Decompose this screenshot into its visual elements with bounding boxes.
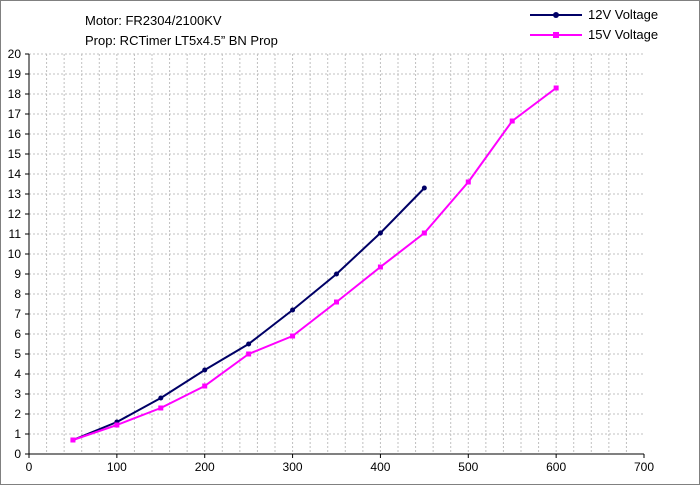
data-point [421, 230, 427, 236]
y-tick-label: 4 [14, 367, 21, 381]
x-tick-label: 400 [370, 460, 390, 474]
data-point [290, 307, 296, 313]
y-tick-label: 0 [14, 447, 21, 461]
series-points [70, 85, 559, 443]
x-tick-label: 600 [546, 460, 566, 474]
y-tick-label: 14 [8, 167, 22, 181]
series-line-1 [72, 87, 557, 441]
y-tick-label: 8 [14, 287, 21, 301]
x-tick-label: 100 [107, 460, 127, 474]
y-tick-label: 20 [8, 47, 22, 61]
legend-label-12v: 12V Voltage [588, 7, 658, 22]
y-tick-label: 18 [8, 87, 22, 101]
data-point [377, 230, 383, 236]
y-tick-label: 6 [14, 327, 21, 341]
motor-annotation: Motor: FR2304/2100KV [85, 13, 222, 28]
data-point [334, 271, 339, 277]
y-tick-label: 3 [14, 387, 21, 401]
data-point [158, 395, 164, 401]
y-tick-label: 12 [8, 207, 22, 221]
data-point [202, 383, 208, 389]
data-point [70, 437, 76, 443]
y-tick-label: 13 [8, 187, 22, 201]
data-point [421, 185, 427, 191]
data-point [202, 367, 208, 373]
y-tick-label: 7 [14, 307, 21, 321]
data-point [246, 341, 252, 347]
data-point [114, 422, 120, 428]
data-point [509, 118, 515, 124]
y-tick-label: 1 [14, 427, 21, 441]
prop-annotation: Prop: RCTimer LT5x4.5” BN Prop [85, 33, 278, 48]
x-tick-label: 0 [26, 460, 33, 474]
data-point [158, 405, 164, 411]
y-tick-label: 5 [14, 347, 21, 361]
axes [25, 53, 645, 458]
data-point [553, 85, 559, 91]
legend: 12V Voltage 15V Voltage [530, 7, 658, 42]
y-tick-label: 2 [14, 407, 21, 421]
legend-marker-12v [553, 12, 559, 18]
y-tick-label: 15 [8, 147, 22, 161]
y-tick-label: 10 [8, 247, 22, 261]
x-tick-label: 200 [195, 460, 215, 474]
y-tick-label: 16 [8, 127, 22, 141]
legend-label-15v: 15V Voltage [588, 27, 658, 42]
data-point [465, 179, 471, 185]
y-tick-label: 19 [8, 67, 22, 81]
x-tick-label: 500 [458, 460, 478, 474]
y-tick-label: 17 [8, 107, 22, 121]
y-tick-label: 11 [9, 227, 22, 241]
x-tick-labels: 0 100 200 300 400 500 600 700 [26, 460, 655, 474]
x-tick-label: 300 [283, 460, 303, 474]
data-point [246, 351, 252, 357]
x-tick-label: 700 [634, 460, 654, 474]
data-point [334, 299, 339, 305]
y-tick-label: 9 [14, 267, 21, 281]
legend-marker-15v [553, 32, 559, 38]
data-point [377, 264, 383, 270]
data-point [290, 333, 296, 339]
